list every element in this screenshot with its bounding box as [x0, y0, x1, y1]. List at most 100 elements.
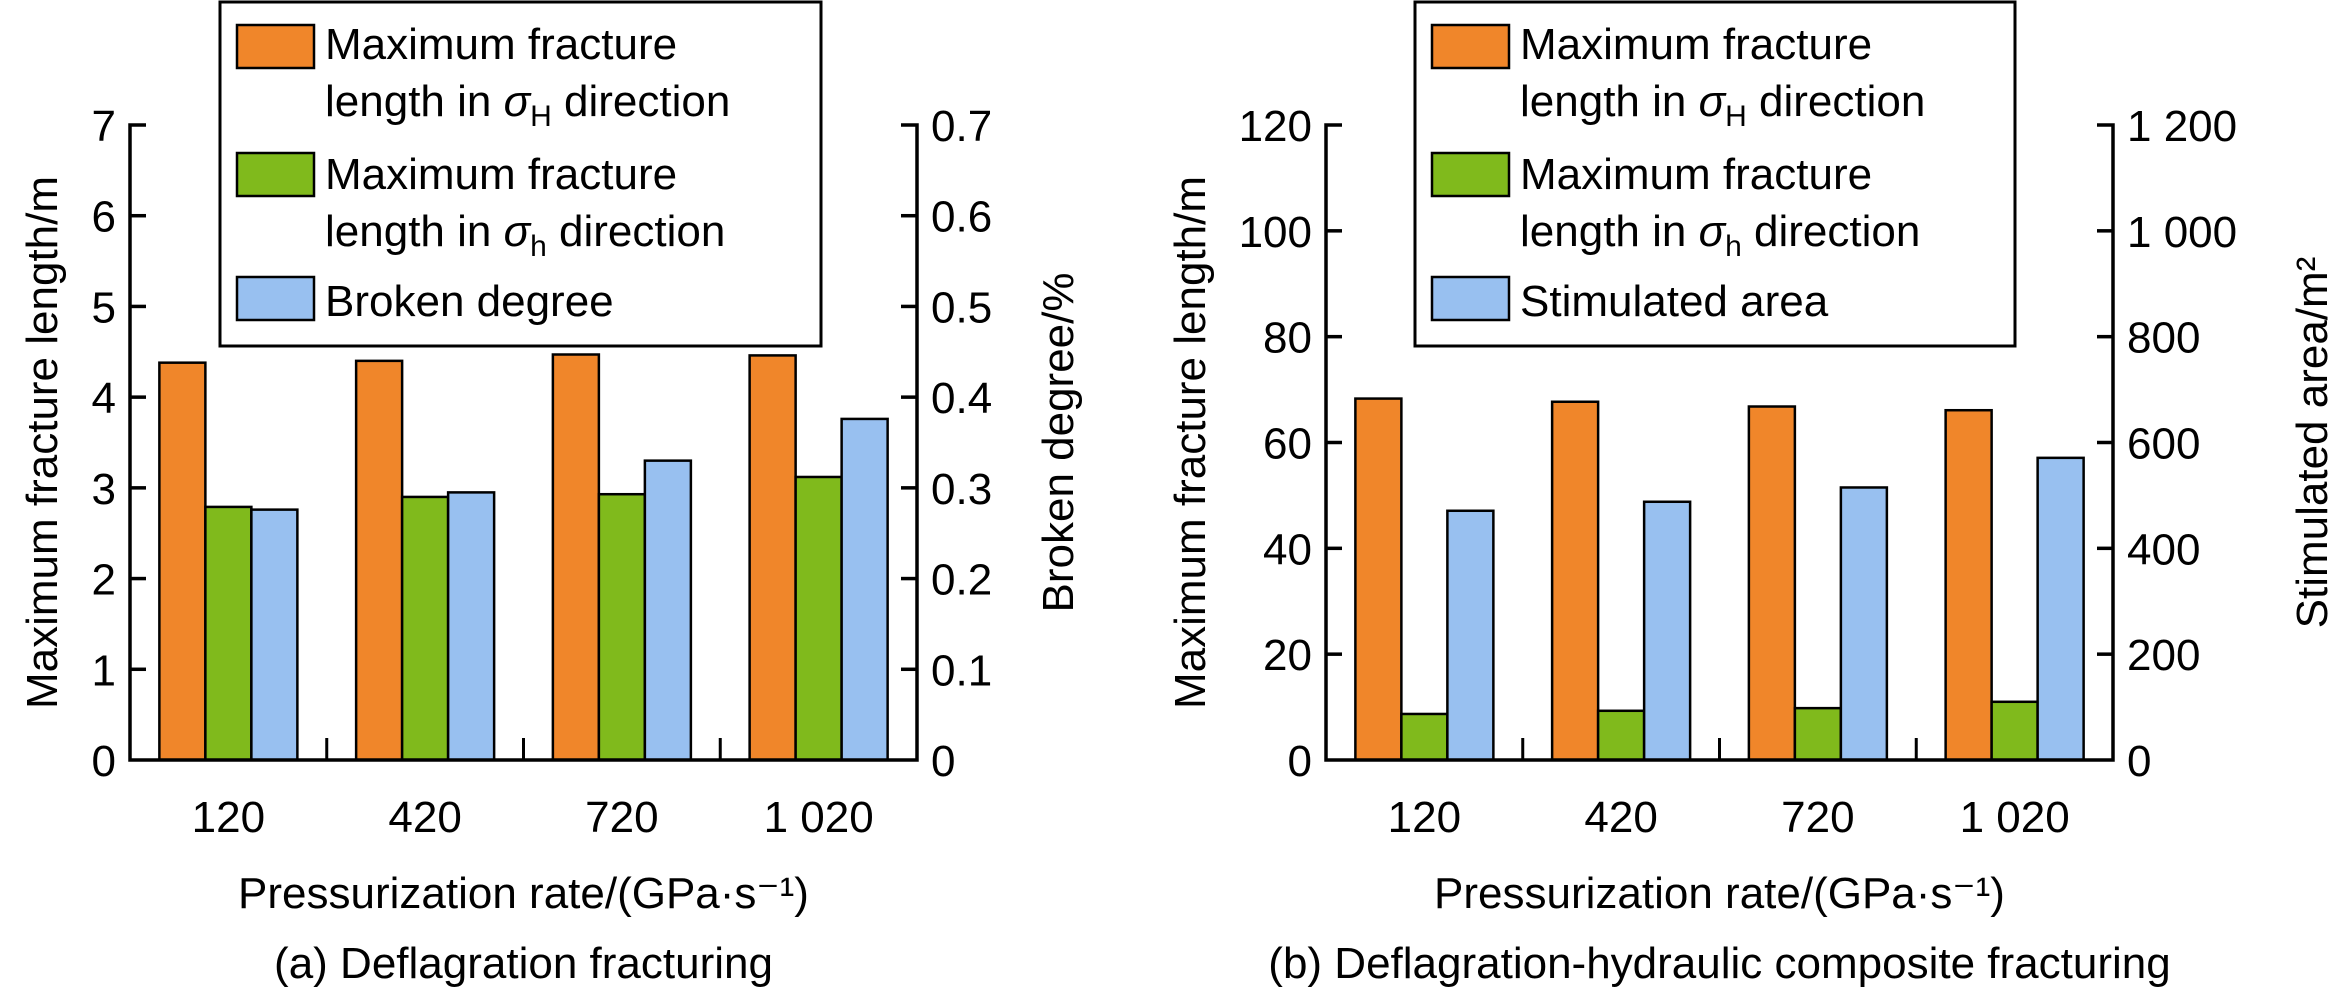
- bar-green: [597, 492, 647, 762]
- bar-green: [1793, 706, 1843, 762]
- y-right-tick-label: 0: [2127, 737, 2151, 786]
- bar-orange: [1944, 408, 1993, 762]
- y-right-tick-label: 0.4: [931, 374, 992, 423]
- bar-blue: [1642, 500, 1692, 762]
- legend-text: direction: [547, 207, 726, 256]
- chart-b: 120 420 720 1 020 0 20 40 60 80 100 120 0 200 400 600 8…: [1166, 0, 2337, 988]
- legend-text: Maximum fracture: [1520, 20, 1872, 69]
- chart-a: 120 420 720 1 020 0 1 2 3 4 5 6 7 0 0.1 0.2 0.3 0.4 0.5 0.…: [18, 0, 1083, 988]
- legend-text: direction: [1742, 207, 1921, 256]
- bar-green: [204, 505, 253, 762]
- legend-label: Broken degree: [325, 277, 614, 326]
- legend-box: [1413, 0, 2017, 348]
- legend-text: Maximum fracture: [325, 20, 677, 69]
- subscript: h: [1725, 230, 1742, 263]
- y-right-tick-label: 800: [2127, 314, 2200, 363]
- bar-orange: [354, 359, 404, 762]
- caption: (a) Deflagration fracturing: [274, 939, 773, 988]
- x-tick-label: 720: [1781, 793, 1854, 842]
- bar-blue: [1839, 486, 1889, 762]
- y-tick-label: 6: [92, 193, 116, 242]
- y-tick-label: 40: [1263, 525, 1312, 574]
- legend-text: length in: [1520, 77, 1699, 126]
- x-tick-label: 420: [388, 793, 461, 842]
- x-tick-label: 420: [1584, 793, 1657, 842]
- legend-text: direction: [1747, 77, 1926, 126]
- y-right-tick-label: 0.6: [931, 193, 992, 242]
- x-tick-label: 120: [192, 793, 265, 842]
- legend-label: length in σH direction: [325, 77, 730, 133]
- legend-text: Maximum fracture: [1520, 150, 1872, 199]
- bar-orange: [551, 353, 601, 762]
- y-tick-label: 5: [92, 283, 116, 332]
- sigma-symbol: σ: [504, 207, 532, 256]
- bar-orange: [1550, 400, 1600, 762]
- y-right-tick-label: 0: [931, 737, 955, 786]
- bar-blue: [840, 417, 889, 762]
- bar-blue: [446, 491, 496, 762]
- x-tick-label: 1 020: [764, 793, 874, 842]
- y-right-tick-label: 600: [2127, 420, 2200, 469]
- legend-label: length in σh direction: [1520, 207, 1920, 263]
- legend-label: Maximum fracture: [1520, 150, 1872, 199]
- y-tick-label: 0: [1288, 737, 1312, 786]
- legend-label: Maximum fracture: [325, 20, 677, 69]
- legend-swatch-blue: [1430, 275, 1511, 322]
- legend-swatch-green: [1430, 151, 1511, 198]
- x-axis-title: Pressurization rate/(GPa·s⁻¹): [238, 869, 809, 918]
- y-tick-label: 100: [1239, 208, 1312, 257]
- bar-orange: [1354, 397, 1403, 762]
- legend-text: length in: [325, 77, 504, 126]
- bar-blue: [250, 508, 299, 762]
- legend-label: Maximum fracture: [325, 150, 677, 199]
- legend-label: length in σH direction: [1520, 77, 1925, 133]
- sigma-symbol: σ: [504, 77, 532, 126]
- axes-frame: [128, 123, 919, 762]
- legend-text: Broken degree: [325, 277, 614, 326]
- x-tick-label: 1 020: [1960, 793, 2070, 842]
- y-axis-title: Maximum fracture length/m: [18, 176, 67, 709]
- legend-text: Maximum fracture: [325, 150, 677, 199]
- bar-blue: [643, 459, 693, 762]
- legend-text: direction: [552, 77, 731, 126]
- bar-green: [794, 475, 843, 762]
- y-right-tick-label: 1 200: [2127, 102, 2237, 151]
- y-tick-label: 7: [92, 102, 116, 151]
- x-tick-label: 120: [1388, 793, 1461, 842]
- y-axis-title: Maximum fracture length/m: [1166, 176, 1215, 709]
- subscript: h: [530, 230, 547, 263]
- y-tick-label: 3: [92, 465, 116, 514]
- legend-text: length in: [1520, 207, 1699, 256]
- y-tick-label: 20: [1263, 631, 1312, 680]
- bar-orange: [158, 361, 207, 762]
- legend-label: Stimulated area: [1520, 277, 1829, 326]
- legend-swatch-green: [235, 151, 316, 198]
- legend-label: length in σh direction: [325, 207, 725, 263]
- subscript: H: [1725, 100, 1747, 133]
- y-tick-label: 2: [92, 556, 116, 605]
- bar-blue: [2036, 456, 2085, 762]
- y-right-axis-title: Broken degree/%: [1034, 273, 1083, 613]
- legend-box: [218, 0, 823, 348]
- y-right-tick-label: 0.7: [931, 102, 992, 151]
- bar-green: [400, 495, 450, 762]
- bar-blue: [1446, 509, 1495, 762]
- legend-swatch-orange: [235, 23, 316, 70]
- legend-text: Stimulated area: [1520, 277, 1829, 326]
- legend-swatch-blue: [235, 275, 316, 322]
- y-tick-label: 80: [1263, 314, 1312, 363]
- y-right-tick-label: 1 000: [2127, 208, 2237, 257]
- y-right-tick-label: 0.3: [931, 465, 992, 514]
- y-tick-label: 60: [1263, 420, 1312, 469]
- y-tick-label: 0: [92, 737, 116, 786]
- x-axis-title: Pressurization rate/(GPa·s⁻¹): [1434, 869, 2005, 918]
- y-tick-label: 120: [1239, 102, 1312, 151]
- subscript: H: [530, 100, 552, 133]
- bar-green: [1990, 700, 2039, 762]
- y-right-axis-title: Stimulated area/m²: [2288, 257, 2337, 629]
- y-right-tick-label: 400: [2127, 525, 2200, 574]
- sigma-symbol: σ: [1699, 207, 1727, 256]
